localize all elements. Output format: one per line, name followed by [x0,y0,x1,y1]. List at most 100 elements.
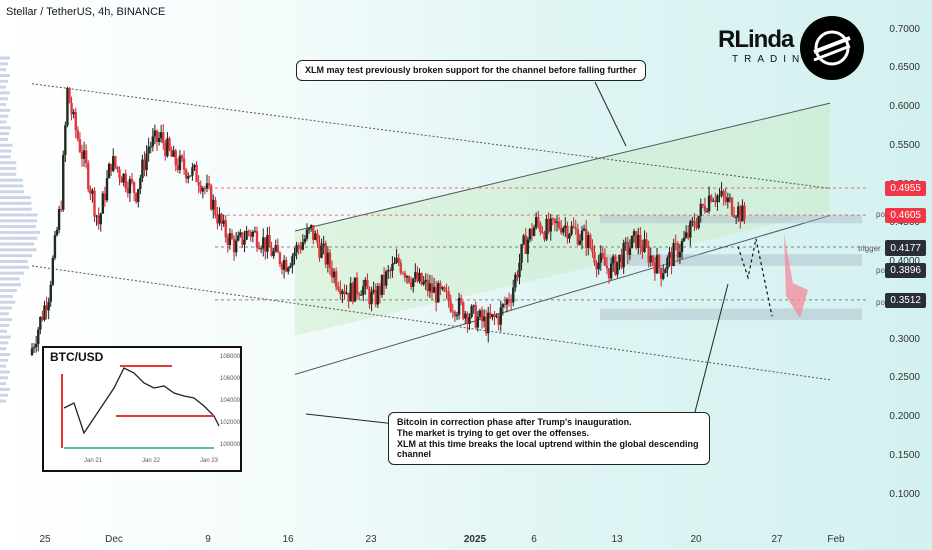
candle-body [409,282,413,287]
candle-body [122,173,125,183]
inset-y-tick: 108000 [220,354,241,360]
candle-body [645,239,648,247]
down-arrow-icon [784,234,808,318]
candle-body [589,235,592,248]
candle-body [568,234,571,239]
candle-body [368,289,371,305]
candle-body [534,217,538,228]
candle-body [624,242,627,244]
candle-body [55,229,59,236]
candle-body [134,192,138,202]
candle-body [501,304,505,308]
candle-body [674,243,677,245]
candle-body [326,252,330,265]
candle-body [599,253,602,263]
candle-body [172,150,175,157]
ascending-channel-upper [294,102,831,232]
price-badge: 0.4605 [885,208,926,224]
candle-body [322,243,325,246]
candle-body [164,143,167,157]
candle-body [280,264,284,270]
volume-profile-bar [0,358,9,362]
candle-body [299,247,302,250]
candle-body [39,316,42,330]
volume-profile-bar [0,323,10,327]
volume-profile-bar [0,347,7,351]
candle-body [330,267,334,278]
volume-profile-bar [0,399,7,403]
price-badge: 0.4177 [885,241,926,257]
candle-body [441,287,444,289]
candle-body [324,243,327,265]
candle-body [307,228,311,230]
candle-body [374,289,377,305]
candle-body [224,220,227,238]
y-tick-label: 0.7000 [889,23,920,35]
candle-body [739,206,742,222]
candle-body [576,229,580,245]
candle-body [705,211,709,213]
candle-body [618,254,621,262]
volume-profile-bar [0,213,38,217]
candle-body [693,221,696,227]
candle-body [518,262,521,278]
candle-body [78,139,82,152]
volume-profile-bar [0,335,11,339]
candle-body [580,230,584,241]
price-badge: 0.3512 [885,292,926,308]
candle-body [430,283,434,293]
candle-body [718,195,721,197]
candle-body [687,232,690,238]
candle-body [359,294,363,296]
candle-body [107,163,111,179]
candle-body [259,248,263,250]
volume-profile-bar [0,79,9,83]
candle-body [230,233,234,239]
candle-body [462,302,465,319]
candle-body [622,243,625,268]
candle-body [439,283,442,289]
candle-body [582,228,586,231]
candle-body [228,233,232,245]
candle-body [357,294,361,296]
candle-body [555,221,559,224]
candle-body [343,291,346,294]
candle-body [318,242,321,258]
zone-label-poi-2: poi [876,266,887,275]
volume-profile-bar [0,376,9,380]
candle-body [268,234,271,248]
candle-body [420,273,423,285]
volume-profile-bar [0,306,12,310]
callout-bottom: Bitcoin in correction phase after Trump'… [388,412,710,466]
zone-label-poi-1: poi [876,210,887,219]
zone-label-poi-3: poi [876,298,887,307]
candle-body [464,313,467,319]
candle-body [62,154,65,210]
inset-x-tick: Jan 22 [142,458,161,464]
candle-body [128,178,132,194]
candle-body [120,177,123,183]
candle-body [697,215,700,228]
candle-body [678,252,682,258]
candle-body [145,153,148,171]
candle-body [414,272,417,279]
candle-body [195,164,198,182]
candle-body [641,247,644,253]
candle-body [493,314,496,317]
candle-body [609,263,613,279]
zone-label-trigger: trigger [858,244,881,253]
candle-body [178,155,182,171]
volume-profile-bar [0,300,16,304]
volume-profile-bar [0,236,38,240]
candle-body [651,255,655,263]
ascending-channel-lower [294,215,831,375]
callout-line-2: The market is trying to get over the off… [397,427,590,438]
candle-body [716,195,719,203]
candle-body [199,185,202,192]
candle-body [559,228,563,233]
candle-body [703,205,707,212]
candle-body [216,215,219,224]
candle-body [657,255,661,268]
volume-profile-bar [0,207,32,211]
